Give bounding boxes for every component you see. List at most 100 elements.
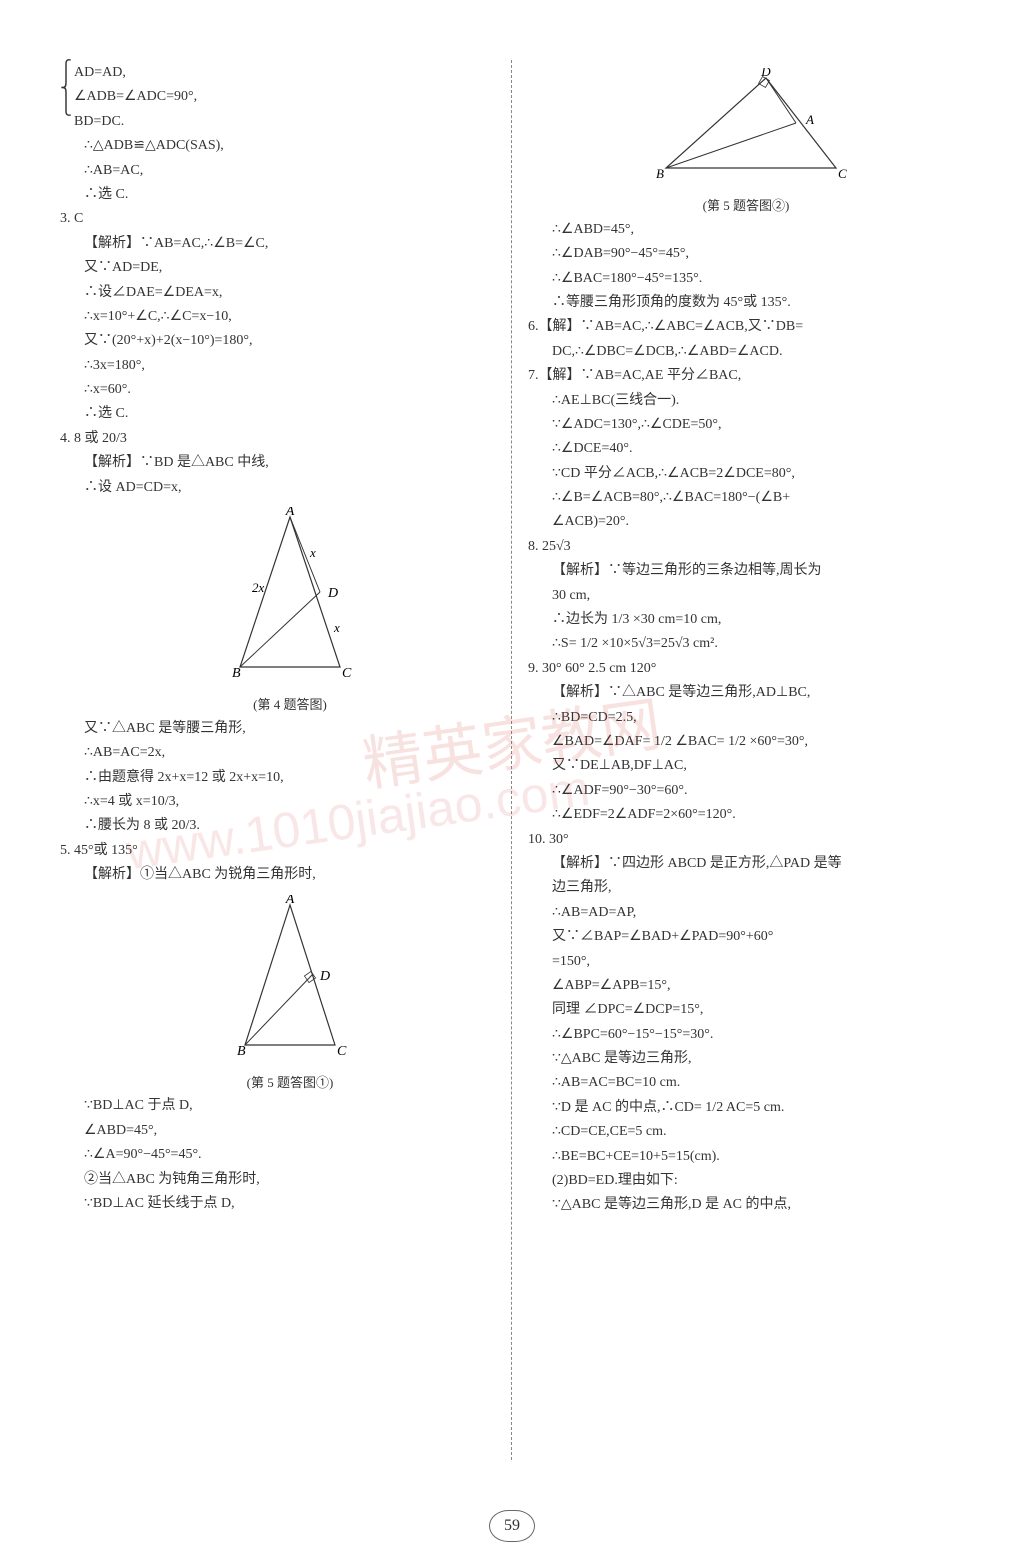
brace-l5: ∴AB=AC,	[84, 160, 496, 182]
p10-l5: =150°,	[552, 951, 964, 973]
svg-text:A: A	[285, 895, 295, 907]
p3-l1: 【解析】∵AB=AC,∴∠B=∠C,	[84, 233, 496, 255]
right-column: D A B C (第 5 题答图②) ∴∠ABD=45°, ∴∠DAB=90°−…	[518, 60, 974, 1460]
p9-num: 9. 30° 60° 2.5 cm 120°	[528, 658, 964, 680]
brace-l4: ∴△ADB≌△ADC(SAS),	[84, 135, 496, 157]
brace-l3: BD=DC.	[74, 111, 496, 133]
page-number: 59	[0, 1510, 1024, 1542]
svg-text:C: C	[838, 166, 847, 181]
page-container: 精英家教网 www.1010jiajiao.com AD=AD, ∠ADB=∠A…	[0, 0, 1024, 1490]
p9-l6: ∴∠EDF=2∠ADF=2×60°=120°.	[552, 804, 964, 826]
p3-l4: ∴x=10°+∠C,∴∠C=x−10,	[84, 306, 496, 328]
p10-l14: (2)BD=ED.理由如下:	[552, 1170, 964, 1192]
left-column: AD=AD, ∠ADB=∠ADC=90°, BD=DC. ∴△ADB≌△ADC(…	[50, 60, 506, 1460]
fig4-caption: (第 4 题答图)	[84, 695, 496, 716]
svg-text:C: C	[342, 666, 352, 681]
svg-text:B: B	[656, 166, 664, 181]
p3-l6: ∴3x=180°,	[84, 355, 496, 377]
p3-num: 3. C	[60, 208, 496, 230]
svg-text:D: D	[760, 68, 771, 79]
p9-l2: ∴BD=CD=2.5,	[552, 707, 964, 729]
p10-l1: 【解析】∵四边形 ABCD 是正方形,△PAD 是等	[552, 853, 964, 875]
fig5a-caption: (第 5 题答图①)	[84, 1073, 496, 1094]
p10-l2: 边三角形,	[552, 877, 964, 899]
p3-l7: ∴x=60°.	[84, 379, 496, 401]
svg-text:A: A	[285, 507, 295, 519]
p5c-l3: ∴∠BAC=180°−45°=135°.	[552, 268, 964, 290]
brace-l2: ∠ADB=∠ADC=90°,	[74, 86, 496, 108]
p10-body: 【解析】∵四边形 ABCD 是正方形,△PAD 是等 边三角形, ∴AB=AD=…	[528, 853, 964, 1217]
p10-l3: ∴AB=AD=AP,	[552, 902, 964, 924]
p9-l1: 【解析】∵△ABC 是等边三角形,AD⊥BC,	[552, 682, 964, 704]
svg-text:D: D	[327, 586, 338, 601]
p10-l15: ∵△ABC 是等边三角形,D 是 AC 的中点,	[552, 1194, 964, 1216]
p7-l6: ∠ACB)=20°.	[552, 511, 964, 533]
svg-text:C: C	[337, 1044, 347, 1059]
p4-l2: ∴设 AD=CD=x,	[84, 477, 496, 499]
p8-num: 8. 25√3	[528, 536, 964, 558]
p4-l1: 【解析】∵BD 是△ABC 中线,	[84, 452, 496, 474]
p10-l10: ∴AB=AC=BC=10 cm.	[552, 1072, 964, 1094]
p5-l1: 【解析】①当△ABC 为锐角三角形时,	[84, 864, 496, 886]
brace-block: AD=AD, ∠ADB=∠ADC=90°, BD=DC.	[60, 62, 496, 133]
p9-l3: ∠BAD=∠DAF= 1/2 ∠BAC= 1/2 ×60°=30°,	[552, 731, 964, 753]
p5c-l4: ∴等腰三角形顶角的度数为 45°或 135°.	[552, 292, 964, 314]
p5-body: 【解析】①当△ABC 为锐角三角形时, A B C D (第 5 题答图①) ∵…	[60, 864, 496, 1215]
p7-l2: ∵∠ADC=130°,∴∠CDE=50°,	[552, 414, 964, 436]
p10-l13: ∴BE=BC+CE=10+5=15(cm).	[552, 1146, 964, 1168]
p10-l12: ∴CD=CE,CE=5 cm.	[552, 1121, 964, 1143]
p8-l2: 30 cm,	[552, 585, 964, 607]
page-number-value: 59	[489, 1510, 535, 1542]
p10-l8: ∴∠BPC=60°−15°−15°=30°.	[552, 1024, 964, 1046]
p7-l3: ∴∠DCE=40°.	[552, 438, 964, 460]
p6-l1: DC,∴∠DBC=∠DCB,∴∠ABD=∠ACD.	[552, 341, 964, 363]
p4-l7: ∴腰长为 8 或 20/3.	[84, 815, 496, 837]
p5-l4: ∴∠A=90°−45°=45°.	[84, 1144, 496, 1166]
p4-l3: 又∵△ABC 是等腰三角形,	[84, 718, 496, 740]
p3-l5: 又∵(20°+x)+2(x−10°)=180°,	[84, 330, 496, 352]
p10-l9: ∵△ABC 是等边三角形,	[552, 1048, 964, 1070]
p7-l1: ∴AE⊥BC(三线合一).	[552, 390, 964, 412]
p10-l4: 又∵∠BAP=∠BAD+∠PAD=90°+60°	[552, 926, 964, 948]
p10-num: 10. 30°	[528, 829, 964, 851]
p7-l4: ∵CD 平分∠ACB,∴∠ACB=2∠DCE=80°,	[552, 463, 964, 485]
p9-l5: ∴∠ADF=90°−30°=60°.	[552, 780, 964, 802]
p3-l8: ∴选 C.	[84, 403, 496, 425]
p5c-l2: ∴∠DAB=90°−45°=45°,	[552, 243, 964, 265]
p7-l5: ∴∠B=∠ACB=80°,∴∠BAC=180°−(∠B+	[552, 487, 964, 509]
p9-body: 【解析】∵△ABC 是等边三角形,AD⊥BC, ∴BD=CD=2.5, ∠BAD…	[528, 682, 964, 826]
p8-l3: ∴边长为 1/3 ×30 cm=10 cm,	[552, 609, 964, 631]
p7-num: 7.【解】∵AB=AC,AE 平分∠BAC,	[528, 365, 964, 387]
svg-text:x: x	[333, 620, 340, 635]
svg-text:B: B	[232, 666, 241, 681]
p4-l4: ∴AB=AC=2x,	[84, 742, 496, 764]
p4-num: 4. 8 或 20/3	[60, 428, 496, 450]
svg-text:2x: 2x	[252, 580, 265, 595]
brace-l1: AD=AD,	[74, 62, 496, 84]
svg-text:x: x	[309, 545, 316, 560]
figure-5a: A B C D	[84, 895, 496, 1065]
figure-4: A B C D x x 2x	[84, 507, 496, 687]
fig5b-caption: (第 5 题答图②)	[528, 196, 964, 217]
p9-l4: 又∵DE⊥AB,DF⊥AC,	[552, 755, 964, 777]
p10-l11: ∵D 是 AC 的中点,∴CD= 1/2 AC=5 cm.	[552, 1097, 964, 1119]
column-divider	[511, 60, 513, 1460]
p5c-l1: ∴∠ABD=45°,	[552, 219, 964, 241]
p10-l6: ∠ABP=∠APB=15°,	[552, 975, 964, 997]
p4-l5: ∴由题意得 2x+x=12 或 2x+x=10,	[84, 767, 496, 789]
p6-num: 6.【解】∵AB=AC,∴∠ABC=∠ACB,又∵DB=	[528, 316, 964, 338]
brace-l6: ∴选 C.	[84, 184, 496, 206]
p3-l2: 又∵AD=DE,	[84, 257, 496, 279]
p5-cont: ∴∠ABD=45°, ∴∠DAB=90°−45°=45°, ∴∠BAC=180°…	[528, 219, 964, 315]
p10-l7: 同理 ∠DPC=∠DCP=15°,	[552, 999, 964, 1021]
p6-body: DC,∴∠DBC=∠DCB,∴∠ABD=∠ACD.	[528, 341, 964, 363]
p5-l2: ∵BD⊥AC 于点 D,	[84, 1095, 496, 1117]
p7-body: ∴AE⊥BC(三线合一). ∵∠ADC=130°,∴∠CDE=50°, ∴∠DC…	[528, 390, 964, 534]
p5-num: 5. 45°或 135°	[60, 840, 496, 862]
p4-l6: ∴x=4 或 x=10/3,	[84, 791, 496, 813]
p8-l1: 【解析】∵等边三角形的三条边相等,周长为	[552, 560, 964, 582]
brace-conclusion: ∴△ADB≌△ADC(SAS), ∴AB=AC, ∴选 C.	[60, 135, 496, 206]
svg-text:A: A	[805, 112, 814, 127]
p5-l6: ∵BD⊥AC 延长线于点 D,	[84, 1193, 496, 1215]
p5-l3: ∠ABD=45°,	[84, 1120, 496, 1142]
